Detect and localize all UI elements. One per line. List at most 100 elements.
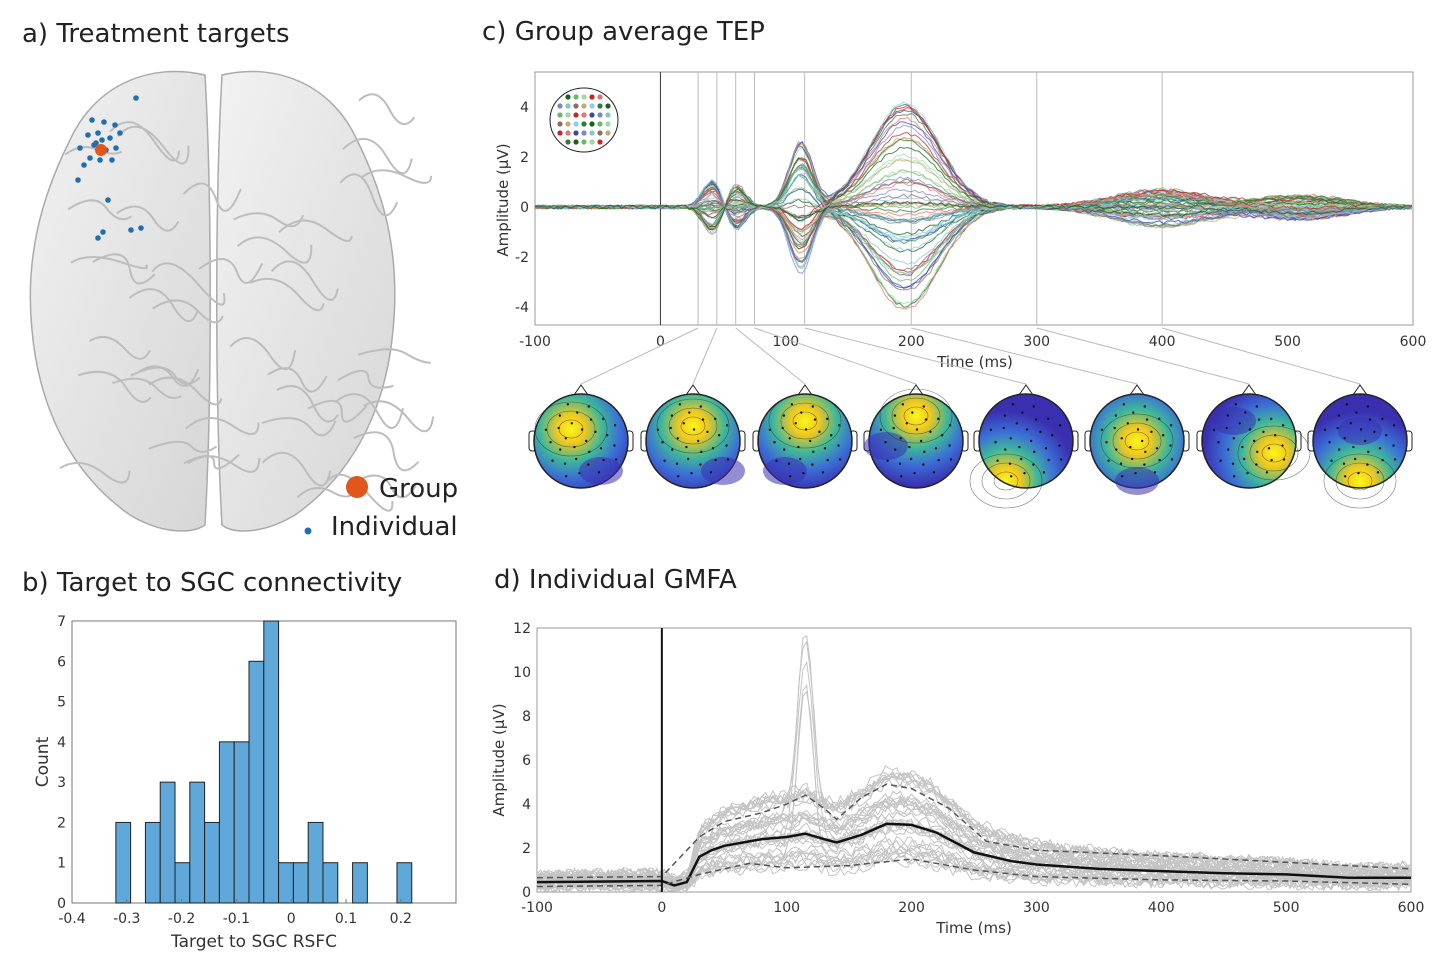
electrode-dot bbox=[581, 121, 587, 127]
contour-line bbox=[656, 398, 730, 454]
electrode-point bbox=[1170, 458, 1174, 461]
individual-gmfa-trace bbox=[536, 771, 1411, 882]
individual-target-dot bbox=[85, 132, 91, 138]
contour-line bbox=[993, 471, 1019, 491]
electrode-point bbox=[1359, 428, 1363, 431]
electrode-point bbox=[676, 437, 679, 440]
electrode-point bbox=[1143, 463, 1146, 466]
electrode-point bbox=[589, 418, 593, 421]
electrode-point bbox=[1244, 411, 1247, 414]
x-tick-label: 200 bbox=[898, 900, 925, 916]
electrode-point bbox=[714, 458, 717, 462]
gyrus-fold bbox=[278, 219, 353, 242]
x-tick-label: -100 bbox=[519, 334, 551, 350]
y-tick-label: 0 bbox=[520, 200, 529, 216]
electrode-dot bbox=[597, 139, 603, 145]
x-tick-label: -0.3 bbox=[113, 911, 140, 927]
electrode-point bbox=[706, 430, 709, 434]
electrode-dot bbox=[573, 121, 579, 127]
electrode-point bbox=[919, 439, 923, 443]
electrode-point bbox=[1256, 450, 1259, 454]
negative-region bbox=[763, 457, 807, 485]
contour-line bbox=[981, 462, 1031, 500]
topomap-connector bbox=[735, 327, 806, 385]
electrode-point bbox=[1039, 430, 1042, 434]
electrode-point bbox=[800, 411, 803, 414]
electrode-point bbox=[1273, 434, 1277, 437]
electrode-point bbox=[837, 444, 840, 447]
electrode-point bbox=[602, 458, 605, 462]
electrode-point bbox=[1363, 439, 1367, 443]
electrode-point bbox=[1019, 457, 1023, 461]
electrode-point bbox=[1252, 439, 1256, 443]
contour-line bbox=[1261, 443, 1287, 463]
electrode-point bbox=[823, 447, 827, 450]
gyrus-fold bbox=[307, 399, 368, 423]
electrode-point bbox=[1023, 471, 1026, 475]
electrode-point bbox=[1217, 441, 1220, 444]
electrode-point bbox=[692, 428, 696, 431]
x-axis-label: Time (ms) bbox=[935, 919, 1012, 937]
electrode-point bbox=[576, 411, 579, 414]
electrode-point bbox=[1107, 459, 1110, 462]
electrode-point bbox=[783, 448, 786, 451]
electrode-point bbox=[1349, 422, 1352, 425]
topomap bbox=[863, 384, 969, 489]
channel-trace bbox=[534, 101, 1412, 230]
individual-target-dot bbox=[133, 95, 139, 101]
electrode-point bbox=[588, 450, 591, 454]
electrode-point bbox=[1219, 459, 1222, 462]
electrode-point bbox=[994, 441, 997, 444]
contour-line bbox=[534, 401, 608, 457]
gyrus-fold bbox=[109, 121, 181, 162]
gyrus-fold bbox=[361, 169, 432, 184]
gyrus-fold bbox=[270, 260, 339, 301]
electrode-dot bbox=[581, 112, 587, 118]
y-tick-label: 6 bbox=[522, 753, 531, 769]
electrode-point bbox=[682, 422, 685, 425]
electrode-point bbox=[1044, 447, 1048, 450]
y-tick-label: 1 bbox=[57, 856, 66, 872]
electrode-point bbox=[989, 428, 993, 431]
electrode-point bbox=[1032, 463, 1035, 466]
negative-region bbox=[701, 457, 745, 485]
x-tick-label: 100 bbox=[773, 900, 800, 916]
electrode-point bbox=[656, 428, 660, 431]
electrode-point bbox=[1373, 430, 1376, 434]
target-dots bbox=[75, 95, 144, 241]
gyrus-fold bbox=[349, 474, 417, 499]
electrode-point bbox=[893, 414, 897, 417]
electrode-point bbox=[1122, 403, 1126, 406]
y-tick-label: -4 bbox=[515, 300, 529, 316]
electrode-point bbox=[1158, 458, 1161, 462]
gyrus-fold bbox=[357, 348, 431, 364]
electrode-point bbox=[661, 441, 664, 444]
gyrus-fold bbox=[229, 337, 296, 371]
nose-outline bbox=[685, 384, 701, 396]
electrode-point bbox=[1120, 437, 1123, 440]
topomap bbox=[528, 384, 634, 489]
electrode-point bbox=[924, 418, 928, 421]
electrode-point bbox=[768, 428, 772, 431]
topomap-connector bbox=[754, 327, 917, 385]
electrode-point bbox=[790, 403, 794, 406]
electrode-point bbox=[1336, 426, 1339, 430]
individual-target-dot bbox=[105, 197, 111, 203]
legend-individual-marker bbox=[304, 527, 312, 535]
histogram-bar bbox=[352, 862, 368, 904]
negative-region bbox=[1212, 407, 1256, 435]
topomap-head bbox=[1201, 393, 1297, 489]
electrode-point bbox=[901, 403, 905, 406]
individual-target-dot bbox=[95, 130, 101, 136]
electrode-point bbox=[1129, 445, 1132, 449]
individual-gmfa-trace bbox=[536, 844, 1411, 892]
electrode-point bbox=[675, 462, 679, 465]
electrode-point bbox=[811, 405, 814, 408]
electrode-point bbox=[929, 430, 932, 434]
contour-line bbox=[1323, 453, 1397, 509]
topomap bbox=[1084, 384, 1190, 495]
electrode-point bbox=[1105, 441, 1108, 444]
gyrus-fold bbox=[337, 369, 394, 389]
electrode-point bbox=[1392, 444, 1395, 447]
electrode-point bbox=[1009, 437, 1012, 440]
